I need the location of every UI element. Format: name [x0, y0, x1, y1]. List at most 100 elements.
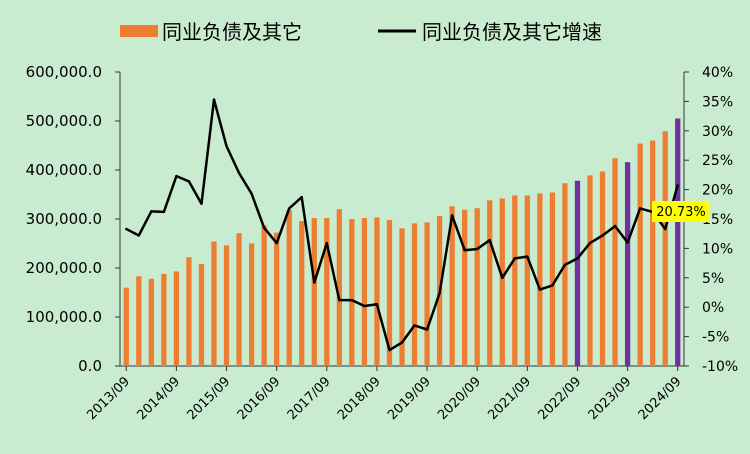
growth-point [338, 298, 341, 302]
bar [161, 273, 167, 366]
bar [487, 200, 493, 366]
x-tick-label: 2024/09 [636, 374, 685, 423]
x-tick-label: 2018/09 [335, 374, 384, 423]
right-tick-label: 25% [702, 153, 733, 169]
axis-labels: 0.0 100,000.0 200,000.0 300,000.0 400,000.0 5… [26, 63, 739, 423]
growth-point [175, 174, 178, 178]
growth-point [388, 348, 391, 352]
bar [386, 219, 393, 366]
x-tick-label: 2015/09 [185, 374, 234, 423]
bar [537, 193, 543, 366]
bar [299, 220, 305, 366]
growth-point [237, 171, 241, 175]
growth-point [325, 241, 328, 245]
right-tick-label: -10% [702, 359, 738, 375]
growth-point [538, 288, 542, 291]
x-tick-label: 2019/09 [385, 374, 434, 423]
growth-point [488, 238, 491, 242]
bar [411, 223, 418, 366]
legend-bar-label: 同业负债及其它 [162, 20, 302, 44]
bar [462, 209, 468, 366]
right-tick-label: 0% [702, 300, 724, 316]
bar [399, 228, 405, 366]
x-tick-label: 2014/09 [134, 374, 183, 423]
growth-point [413, 324, 416, 327]
bar [136, 276, 142, 366]
right-tick-label: 10% [702, 241, 733, 257]
growth-point [150, 210, 153, 213]
growth-point [137, 234, 140, 237]
bar [599, 171, 606, 366]
growth-point [501, 276, 504, 279]
growth-point [187, 180, 191, 183]
bar [261, 225, 267, 366]
x-tick-label: 2016/09 [235, 374, 284, 423]
growth-point [262, 226, 266, 230]
growth-point [313, 281, 316, 284]
x-tick-label: 2023/09 [586, 374, 635, 423]
growth-point [526, 255, 529, 258]
bar [637, 143, 643, 366]
growth-point [225, 144, 228, 148]
bar [449, 206, 455, 366]
bar [612, 158, 618, 366]
growth-point [676, 184, 679, 187]
x-tick-label: 2021/09 [485, 374, 534, 423]
growth-point [438, 291, 441, 295]
growth-point [613, 224, 617, 228]
growth-point [664, 227, 667, 231]
bar [562, 183, 568, 366]
right-tick-label: 40% [702, 65, 733, 81]
bar [186, 257, 192, 366]
growth-point [638, 207, 642, 210]
bar [211, 241, 217, 366]
growth-point [288, 207, 291, 210]
bars [123, 118, 681, 366]
growth-point [250, 192, 253, 195]
left-tick-label: 100,000.0 [26, 308, 102, 326]
x-tick-label: 2017/09 [285, 374, 334, 423]
bar [512, 195, 518, 366]
bar [173, 271, 180, 366]
bar [474, 208, 480, 366]
bar [662, 131, 668, 366]
growth-point [588, 241, 592, 245]
bar [274, 232, 280, 366]
growth-point [463, 248, 466, 252]
bar [324, 218, 330, 366]
bar [424, 222, 430, 366]
bar [148, 278, 154, 366]
growth-point [275, 241, 278, 245]
growth-line [125, 98, 679, 352]
bar [587, 175, 593, 366]
bar [675, 118, 681, 366]
growth-point [200, 202, 203, 205]
bar [286, 210, 292, 366]
left-tick-label: 200,000.0 [26, 259, 102, 277]
growth-point [601, 234, 604, 237]
right-tick-label: 30% [702, 124, 733, 140]
annotation: 20.73% [652, 201, 710, 222]
left-tick-label: 0.0 [78, 357, 102, 375]
bar [374, 217, 380, 366]
bar [624, 162, 631, 366]
x-tick-label: 2013/09 [84, 374, 133, 423]
growth-point [300, 196, 303, 199]
bar [499, 198, 505, 366]
growth-point [476, 247, 479, 251]
bar [123, 287, 129, 366]
bar [236, 233, 242, 366]
bar [248, 243, 255, 366]
bar [574, 180, 581, 366]
growth-point [563, 263, 567, 267]
legend: 同业负债及其它 同业负债及其它增速 [120, 20, 602, 44]
bar [349, 219, 355, 366]
bar [198, 264, 205, 366]
growth-point [375, 303, 379, 306]
growth-point [400, 341, 404, 344]
bar [223, 245, 230, 366]
bar [650, 140, 656, 366]
bar [549, 192, 556, 366]
annotation-box [652, 201, 710, 222]
